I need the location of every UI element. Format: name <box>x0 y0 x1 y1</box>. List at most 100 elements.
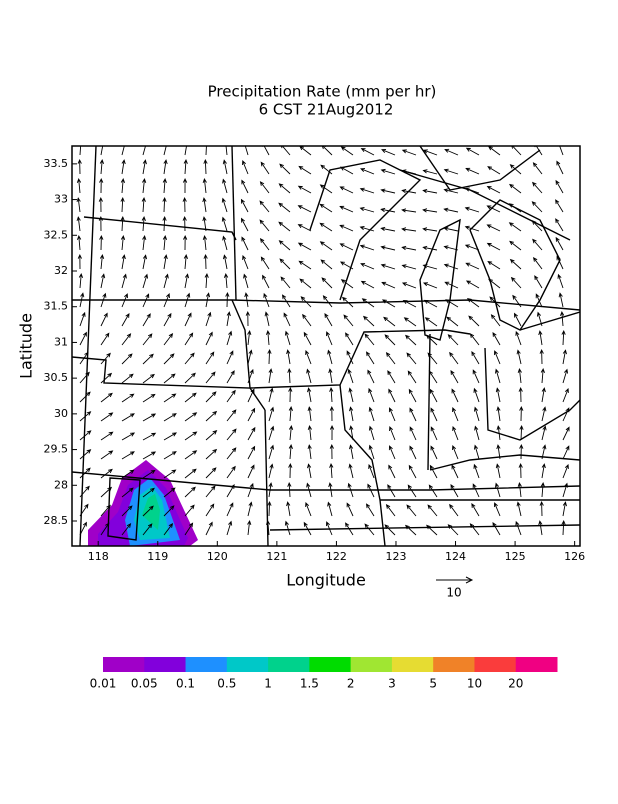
wind-vector <box>447 524 459 536</box>
wind-vector <box>562 368 569 384</box>
colorbar-box <box>474 657 517 672</box>
wind-vector <box>517 482 522 498</box>
wind-vector <box>79 146 82 156</box>
wind-vector <box>262 146 270 156</box>
wind-vector <box>422 245 438 251</box>
wind-vector <box>494 482 501 498</box>
wind-vector <box>359 226 375 232</box>
wind-vector <box>245 310 250 327</box>
wind-vector <box>226 409 237 422</box>
wind-vector <box>184 372 196 384</box>
wind-vector <box>142 273 149 289</box>
wind-vector <box>430 445 438 460</box>
wind-vector <box>348 463 354 479</box>
wind-vector <box>562 482 569 498</box>
wind-vector <box>444 281 459 289</box>
wind-vector <box>121 293 128 308</box>
wind-vector <box>142 313 151 327</box>
map-layer <box>72 146 580 546</box>
wind-vector <box>407 370 417 384</box>
wind-vector <box>205 521 213 536</box>
wind-vector <box>163 487 176 498</box>
wind-vector <box>472 369 480 384</box>
wind-vector <box>469 333 480 346</box>
wind-vector <box>303 521 312 536</box>
wind-vector <box>268 368 273 384</box>
wind-vector <box>515 330 522 346</box>
wind-vector <box>401 245 417 251</box>
wind-vector <box>100 468 113 479</box>
wind-vector <box>541 463 546 479</box>
wind-vector <box>380 188 396 194</box>
wind-vector <box>98 196 103 213</box>
wind-vector <box>464 225 480 232</box>
wind-vector <box>278 240 291 251</box>
wind-vector <box>184 392 197 403</box>
y-tick-label: 32.5 <box>44 228 69 241</box>
wind-vector <box>142 451 157 460</box>
y-tick-label: 30 <box>54 407 68 420</box>
wind-vector <box>539 348 544 365</box>
wind-vector <box>443 168 459 175</box>
wind-vector <box>79 411 92 422</box>
wind-vector <box>401 208 417 213</box>
wind-vector <box>409 445 417 460</box>
wind-vector <box>361 298 375 308</box>
wind-vector <box>100 352 111 365</box>
wind-vector <box>492 521 501 536</box>
wind-vector <box>562 426 570 441</box>
wind-vector <box>247 464 255 479</box>
wind-vector <box>226 389 236 403</box>
wind-vector <box>427 504 438 517</box>
wind-vector <box>429 464 438 479</box>
y-tick-label: 30.5 <box>44 371 69 384</box>
colorbar-box <box>515 657 558 672</box>
wind-vector <box>327 349 333 365</box>
wind-vector <box>142 505 154 517</box>
colorbar-label: 1 <box>264 677 272 691</box>
wind-vector <box>76 216 81 232</box>
wind-vector <box>540 367 545 384</box>
wind-vector <box>281 294 291 308</box>
wind-vector <box>444 148 459 156</box>
wind-vector <box>426 524 438 536</box>
wind-vector <box>247 407 256 422</box>
wind-vector <box>121 393 135 403</box>
wind-vector <box>509 240 522 251</box>
wind-vector <box>182 196 187 213</box>
wind-vector <box>532 238 543 251</box>
wind-vector <box>535 293 543 308</box>
wind-vector <box>221 216 228 232</box>
x-tick-label: 121 <box>266 550 287 563</box>
wind-vector <box>306 482 312 498</box>
wind-vector <box>486 205 501 213</box>
x-tick-label: 125 <box>505 550 526 563</box>
wind-vector <box>320 164 333 175</box>
wind-vector <box>205 503 215 517</box>
wind-vector <box>306 368 312 384</box>
wind-vector <box>222 159 228 175</box>
wind-vector <box>163 333 174 346</box>
wind-vector <box>556 255 564 270</box>
wind-vector <box>368 444 375 460</box>
precip-area <box>88 460 198 546</box>
wind-vector <box>359 187 375 194</box>
wind-vector <box>443 188 459 194</box>
wind-vector <box>141 215 146 232</box>
wind-vector <box>562 463 569 479</box>
wind-vector <box>367 369 375 384</box>
wind-vector <box>387 370 396 384</box>
vector-reference: 10 <box>446 586 461 600</box>
wind-vector <box>508 222 522 232</box>
wind-vector <box>121 523 132 536</box>
wind-vector <box>346 350 354 365</box>
wind-vector <box>401 282 417 289</box>
wind-vector <box>492 331 501 346</box>
wind-vector <box>142 159 147 175</box>
wind-vector <box>466 297 480 308</box>
wind-vector <box>163 451 177 460</box>
wind-vector <box>307 406 312 422</box>
wind-vector <box>121 333 132 346</box>
wind-vector <box>99 159 105 175</box>
wind-vector <box>486 186 501 194</box>
